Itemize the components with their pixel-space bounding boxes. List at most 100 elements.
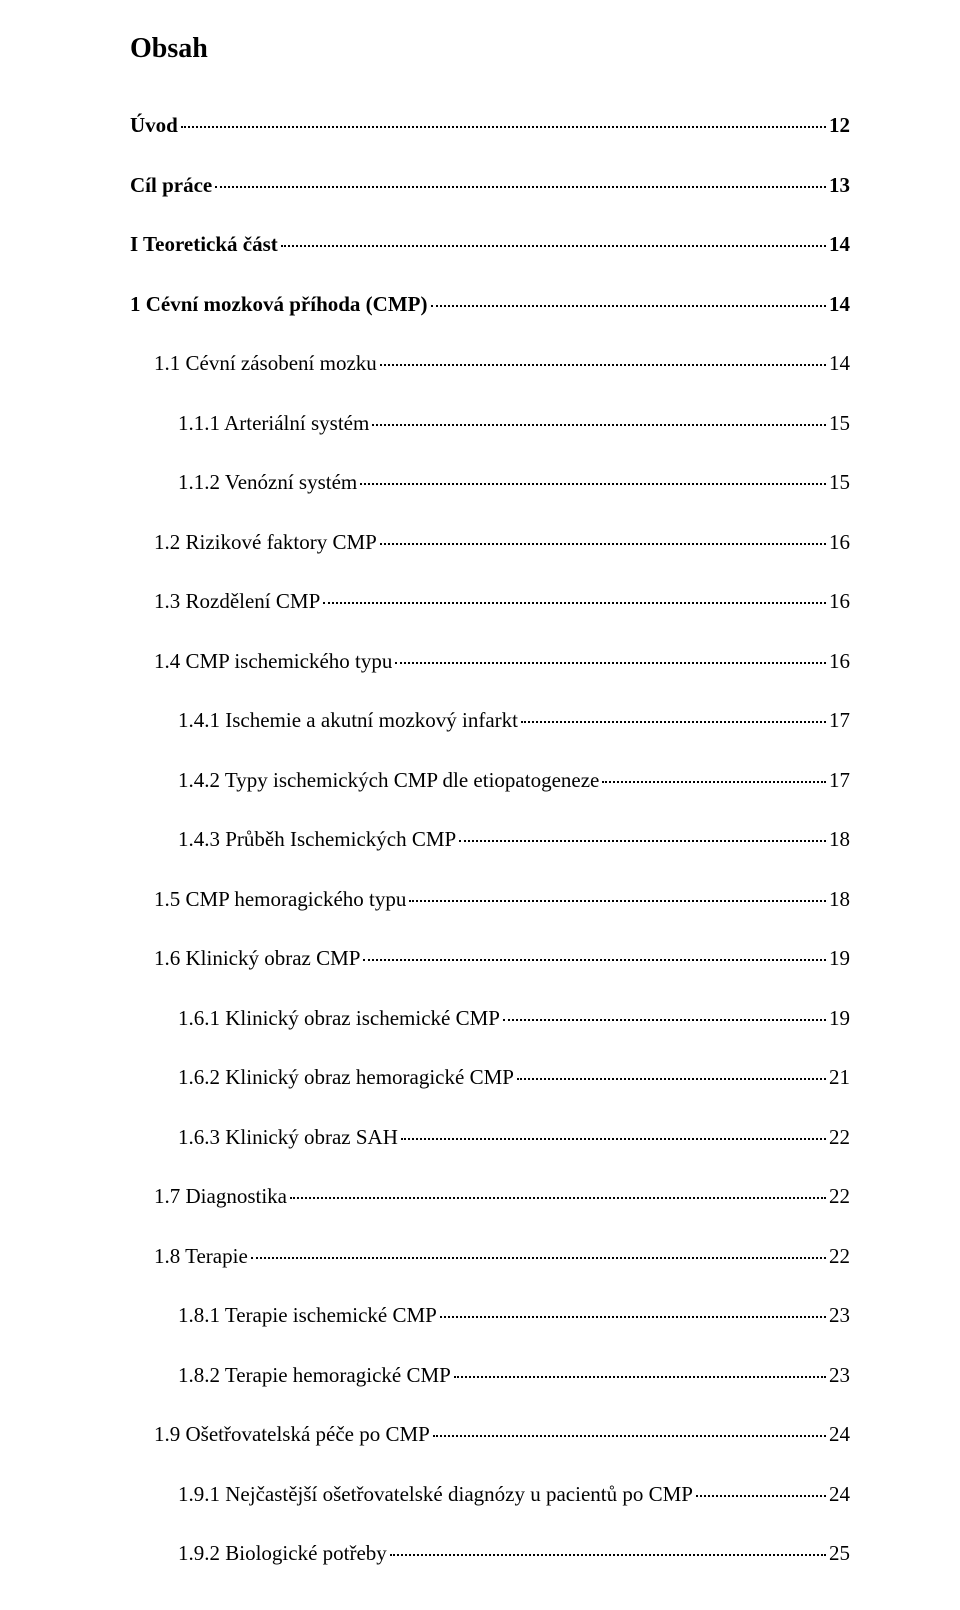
toc-entry-page: 12 [829,110,850,142]
page-title: Obsah [130,28,850,70]
toc-entry-page: 18 [829,824,850,856]
toc-entry-label: 1.4.3 Průběh Ischemických CMP [178,824,456,856]
toc-entry-page: 21 [829,1062,850,1094]
toc-entry-label: 1.6.1 Klinický obraz ischemické CMP [178,1003,500,1035]
toc-entry-label: 1.9.2 Biologické potřeby [178,1538,387,1570]
toc-entry-page: 14 [829,289,850,321]
toc-leader-dots [602,764,826,783]
toc-entry: 1.7 Diagnostika 22 [130,1181,850,1213]
toc-entry-page: 23 [829,1360,850,1392]
toc-entry: Cíl práce 13 [130,170,850,202]
toc-entry: 1.8 Terapie 22 [130,1241,850,1273]
toc-entry-page: 13 [829,170,850,202]
toc-entry-page: 24 [829,1479,850,1511]
toc-leader-dots [360,466,826,485]
toc-entry: 1.3 Rozdělení CMP 16 [130,586,850,618]
toc-leader-dots [290,1180,826,1199]
toc-entry-page: 19 [829,943,850,975]
toc-leader-dots [363,942,826,961]
toc-leader-dots [215,169,826,188]
toc-entry-label: 1.1 Cévní zásobení mozku [154,348,377,380]
toc-leader-dots [380,347,826,366]
toc-entry-page: 24 [829,1419,850,1451]
toc-leader-dots [380,526,826,545]
toc-entry: 1.4.3 Průběh Ischemických CMP 18 [130,824,850,856]
toc-entry-label: 1.4.2 Typy ischemických CMP dle etiopato… [178,765,599,797]
toc-leader-dots [281,228,826,247]
toc-entry-page: 22 [829,1241,850,1273]
toc-entry-page: 15 [829,408,850,440]
toc-entry-page: 17 [829,705,850,737]
toc-leader-dots [395,645,826,664]
toc-entry: 1.9.2 Biologické potřeby 25 [130,1538,850,1570]
toc-entry-label: 1.1.2 Venózní systém [178,467,357,499]
toc-leader-dots [431,288,827,307]
toc-entry: 1.6.3 Klinický obraz SAH 22 [130,1122,850,1154]
toc-leader-dots [181,109,826,128]
toc-entry: 1.1.1 Arteriální systém 15 [130,408,850,440]
toc-entry-page: 17 [829,765,850,797]
toc-leader-dots [409,883,826,902]
toc-entry-label: 1.6.2 Klinický obraz hemoragické CMP [178,1062,514,1094]
toc-entry-page: 14 [829,229,850,261]
toc-entry-label: 1.7 Diagnostika [154,1181,287,1213]
toc-entry-label: Úvod [130,110,178,142]
toc-entry: 1 Cévní mozková příhoda (CMP) 14 [130,289,850,321]
toc-entry: 1.1 Cévní zásobení mozku 14 [130,348,850,380]
toc-leader-dots [433,1418,826,1437]
toc-entry-page: 16 [829,646,850,678]
toc-entry-label: 1.6.3 Klinický obraz SAH [178,1122,398,1154]
toc-entry-page: 16 [829,586,850,618]
toc-leader-dots [454,1359,826,1378]
toc-entry: Úvod 12 [130,110,850,142]
toc-entry-page: 18 [829,884,850,916]
toc-entry-page: 22 [829,1122,850,1154]
toc-entry: 1.9.1 Nejčastější ošetřovatelské diagnóz… [130,1479,850,1511]
toc-leader-dots [440,1299,826,1318]
toc-entry-label: 1.5 CMP hemoragického typu [154,884,406,916]
toc-leader-dots [459,823,826,842]
toc-entry: 1.8.1 Terapie ischemické CMP23 [130,1300,850,1332]
toc-entry: 1.6.1 Klinický obraz ischemické CMP 19 [130,1003,850,1035]
toc-entry-label: I Teoretická část [130,229,278,261]
toc-leader-dots [696,1478,826,1497]
toc-entry-label: 1.6 Klinický obraz CMP [154,943,360,975]
toc-leader-dots [517,1061,826,1080]
toc-entry-page: 16 [829,527,850,559]
toc-entry: 1.5 CMP hemoragického typu 18 [130,884,850,916]
toc-entry-page: 22 [829,1181,850,1213]
toc-entry-label: 1.1.1 Arteriální systém [178,408,369,440]
toc-entry: 1.2 Rizikové faktory CMP 16 [130,527,850,559]
table-of-contents: Úvod12Cíl práce13I Teoretická část141 Cé… [130,110,850,1570]
toc-entry-label: 1.8.2 Terapie hemoragické CMP [178,1360,451,1392]
toc-entry-label: 1.8.1 Terapie ischemické CMP [178,1300,437,1332]
toc-entry: 1.6 Klinický obraz CMP 19 [130,943,850,975]
toc-leader-dots [372,407,826,426]
toc-entry-label: 1.4.1 Ischemie a akutní mozkový infarkt [178,705,518,737]
toc-entry-page: 14 [829,348,850,380]
toc-entry-label: 1.9 Ošetřovatelská péče po CMP [154,1419,430,1451]
toc-entry: 1.4.2 Typy ischemických CMP dle etiopato… [130,765,850,797]
toc-entry: 1.4.1 Ischemie a akutní mozkový infarkt 1… [130,705,850,737]
toc-entry: 1.4 CMP ischemického typu 16 [130,646,850,678]
toc-leader-dots [521,704,826,723]
toc-entry-label: Cíl práce [130,170,212,202]
toc-entry: 1.9 Ošetřovatelská péče po CMP 24 [130,1419,850,1451]
toc-entry-page: 19 [829,1003,850,1035]
toc-entry-label: 1.4 CMP ischemického typu [154,646,392,678]
toc-entry-page: 15 [829,467,850,499]
toc-entry-label: 1.8 Terapie [154,1241,248,1273]
toc-entry: 1.1.2 Venózní systém 15 [130,467,850,499]
toc-entry-label: 1.9.1 Nejčastější ošetřovatelské diagnóz… [178,1479,693,1511]
toc-leader-dots [251,1240,826,1259]
toc-leader-dots [390,1537,826,1556]
toc-entry-label: 1 Cévní mozková příhoda (CMP) [130,289,428,321]
toc-entry-label: 1.3 Rozdělení CMP [154,586,320,618]
toc-entry-page: 25 [829,1538,850,1570]
toc-leader-dots [503,1002,826,1021]
toc-entry: 1.6.2 Klinický obraz hemoragické CMP 21 [130,1062,850,1094]
toc-leader-dots [401,1121,826,1140]
toc-entry: I Teoretická část 14 [130,229,850,261]
toc-entry: 1.8.2 Terapie hemoragické CMP 23 [130,1360,850,1392]
toc-entry-label: 1.2 Rizikové faktory CMP [154,527,377,559]
